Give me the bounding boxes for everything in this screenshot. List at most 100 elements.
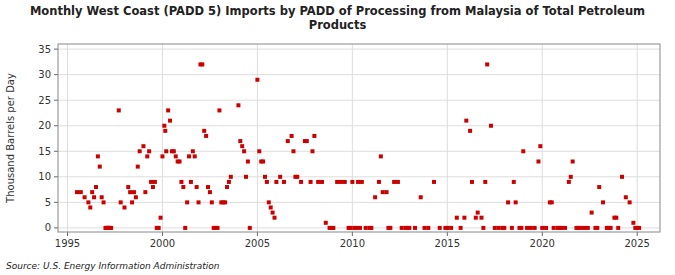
point [506,200,510,204]
point [96,154,100,158]
point [122,205,126,209]
point [109,226,113,230]
point [339,180,343,184]
point [379,154,383,158]
point [595,226,599,230]
points [75,62,641,229]
y-tick-label: 35 [38,44,51,55]
x-tick-label: 2010 [340,238,365,249]
point [290,134,294,138]
point [324,221,328,225]
point [609,226,613,230]
point [468,129,472,133]
y-grid-line [58,74,660,75]
y-tick [54,151,58,152]
point [200,62,204,66]
point [479,216,483,220]
point [578,226,582,230]
point [163,129,167,133]
point [179,180,183,184]
point [483,180,487,184]
x-tick [257,232,258,236]
point [552,226,556,230]
point [178,160,182,164]
point [364,226,368,230]
point [310,149,314,153]
y-tick [54,202,58,203]
point [98,165,102,169]
point [278,175,282,179]
x-grid-line [352,44,353,232]
chart: 0510152025303519952000200520102015202020… [0,0,675,275]
point [373,195,377,199]
point [449,226,453,230]
point [291,149,295,153]
point [119,200,123,204]
point [407,226,411,230]
point [400,226,404,230]
point [132,190,136,194]
point [476,211,480,215]
point [493,226,497,230]
point [569,175,573,179]
y-tick [54,100,58,101]
x-tick-label: 2020 [530,238,555,249]
point [128,190,132,194]
y-tick-label: 5 [45,197,51,208]
y-tick-label: 20 [38,120,51,131]
point [255,78,259,82]
point [343,180,347,184]
point [358,226,362,230]
point [238,139,242,143]
point [168,119,172,123]
point [309,180,313,184]
point [195,185,199,189]
point [244,175,248,179]
point [145,154,149,158]
point [206,185,210,189]
point [538,144,542,148]
point [90,190,94,194]
y-tick-label: 0 [45,222,51,233]
point [529,226,533,230]
point [533,226,537,230]
point [590,211,594,215]
point [164,149,168,153]
point [614,216,618,220]
point [432,180,436,184]
y-grid-line [58,100,660,101]
point [628,200,632,204]
point [162,124,166,128]
point [86,200,90,204]
point [265,180,269,184]
point [246,160,250,164]
x-tick [67,232,68,236]
point [335,180,339,184]
point [189,180,193,184]
point [208,190,212,194]
point [94,185,98,189]
point [563,226,567,230]
point [130,200,134,204]
point [100,195,104,199]
point [149,180,153,184]
title: Monthly West Coast (PADD 5) Imports by P… [30,4,645,32]
point [271,211,275,215]
x-grid-line [162,44,163,232]
point [620,175,624,179]
point [550,200,554,204]
point [426,226,430,230]
point [210,200,214,204]
y-tick-label: 30 [38,69,51,80]
point [295,175,299,179]
point [497,226,501,230]
point [257,149,261,153]
point [567,180,571,184]
point [381,190,385,194]
point [525,226,529,230]
point [597,185,601,189]
point [419,195,423,199]
y-axis-label: Thousand Barrels per Day [5,73,16,204]
point [586,226,590,230]
point [92,195,96,199]
